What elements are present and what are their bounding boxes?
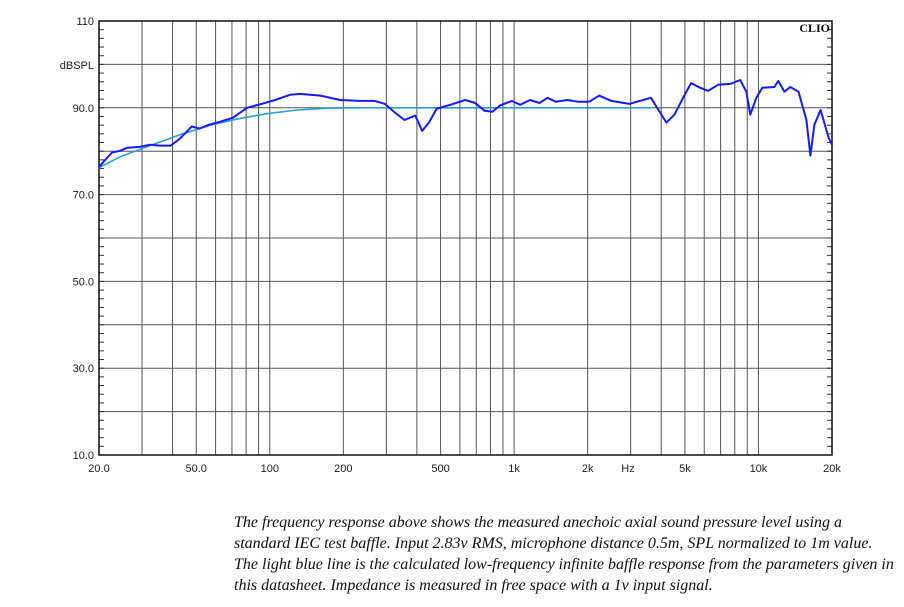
plot-frame <box>98 20 833 456</box>
x-axis-unit: Hz <box>621 463 634 475</box>
x-tick-label: 500 <box>431 463 449 475</box>
y-axis-title: dBSPL <box>60 60 94 72</box>
chart-caption: The frequency response above shows the m… <box>234 514 894 594</box>
x-tick-label: 10k <box>750 463 768 475</box>
x-tick-label: 100 <box>261 463 279 475</box>
x-tick-label: 20k <box>823 463 841 475</box>
y-tick-label: 110 <box>76 16 94 28</box>
x-tick-label: 50.0 <box>186 463 207 475</box>
grid-lines <box>99 21 832 455</box>
y-minor-ticks <box>99 20 832 456</box>
y-tick-label: 70.0 <box>73 190 94 202</box>
data-series <box>98 79 833 169</box>
y-tick-label: 30.0 <box>73 363 94 375</box>
x-tick-label: 200 <box>334 463 352 475</box>
y-tick-label: 50.0 <box>73 276 94 288</box>
clio-brand-label: CLIO <box>799 21 830 35</box>
x-tick-label: 20.0 <box>88 463 109 475</box>
frequency-response-chart: 110 90.0 70.0 50.0 30.0 10.0 20.0 50.0 100 200 50… <box>60 16 842 475</box>
y-axis-labels: 110 90.0 70.0 50.0 30.0 10.0 <box>73 16 94 462</box>
y-tick-label: 10.0 <box>73 450 94 462</box>
x-axis-labels: 20.0 50.0 100 200 500 1k 2k 5k 10k 20k <box>88 463 841 475</box>
x-tick-label: 1k <box>508 463 520 475</box>
x-tick-label: 5k <box>679 463 691 475</box>
measured-spl-curve <box>98 79 833 168</box>
y-tick-label: 90.0 <box>73 103 94 115</box>
x-tick-label: 2k <box>582 463 594 475</box>
